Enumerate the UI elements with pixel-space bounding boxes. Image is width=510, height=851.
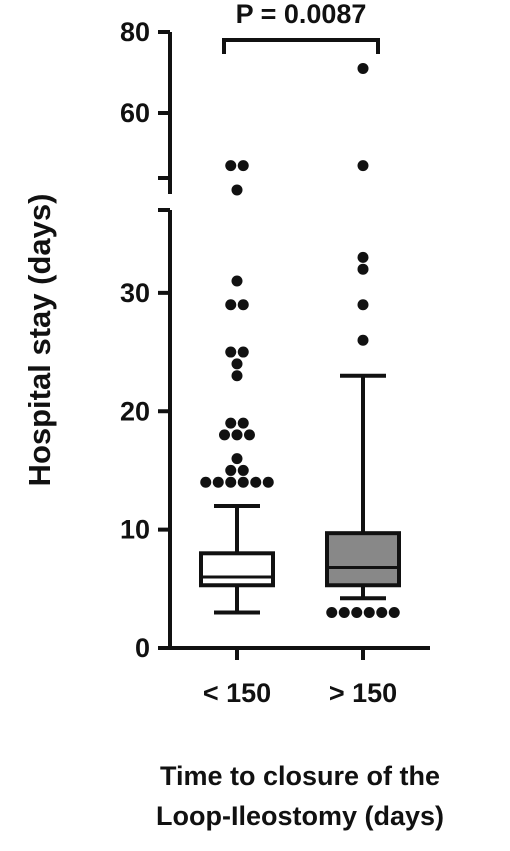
outlier: [225, 476, 237, 488]
outlier: [231, 370, 243, 382]
outlier: [231, 358, 243, 370]
outlier: [376, 606, 388, 618]
outlier: [237, 299, 249, 311]
y-tick-label: 80: [120, 17, 150, 47]
x-tick-label: > 150: [329, 678, 397, 708]
x-tick-label: < 150: [203, 678, 271, 708]
box: [199, 551, 275, 588]
outlier: [357, 62, 369, 74]
outlier: [357, 160, 369, 172]
y-tick-label: 10: [120, 515, 150, 545]
outlier: [212, 476, 224, 488]
outlier: [250, 476, 262, 488]
outlier: [231, 453, 243, 465]
p-value: P = 0.0087: [236, 0, 367, 29]
outlier: [237, 160, 249, 172]
outlier: [200, 476, 212, 488]
outlier: [219, 429, 230, 441]
outlier: [237, 346, 249, 358]
outlier: [357, 251, 369, 263]
outlier: [225, 417, 237, 429]
outlier: [363, 606, 375, 618]
outlier: [231, 184, 243, 196]
y-tick-label: 20: [120, 396, 150, 426]
outlier: [225, 160, 237, 172]
x-axis-label: Loop-Ileostomy (days): [156, 801, 444, 831]
outlier: [351, 606, 363, 618]
outlier: [244, 429, 255, 441]
outlier: [237, 417, 249, 429]
outlier: [225, 346, 237, 358]
y-tick-label: 30: [120, 278, 150, 308]
outlier: [326, 606, 338, 618]
significance-bracket: [222, 38, 380, 54]
x-axis-label: Time to closure of the: [160, 761, 440, 791]
outlier: [388, 606, 400, 618]
outlier: [338, 606, 350, 618]
y-axis-label: Hospital stay (days): [22, 194, 57, 487]
outlier: [262, 476, 274, 488]
outlier: [237, 476, 249, 488]
outlier: [237, 464, 249, 476]
outlier: [357, 263, 369, 275]
outlier: [357, 334, 369, 346]
outlier: [225, 299, 237, 311]
outlier: [225, 464, 237, 476]
y-tick-label: 60: [120, 98, 150, 128]
y-tick-label: 0: [135, 633, 150, 663]
outlier: [231, 275, 243, 287]
outlier: [357, 299, 369, 311]
outlier: [231, 429, 243, 441]
box: [325, 531, 401, 588]
